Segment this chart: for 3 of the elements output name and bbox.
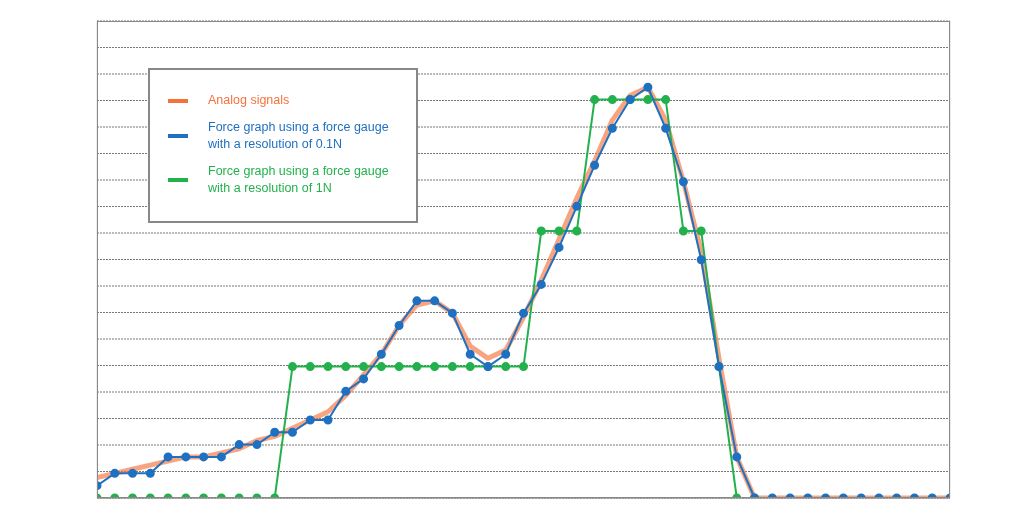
legend-label: Force graph using a force gauge with a resolution of 0.1N: [208, 119, 390, 153]
legend-label: Analog signals: [208, 92, 291, 109]
legend-label: Force graph using a force gauge with a resolution of 1N: [208, 163, 390, 197]
